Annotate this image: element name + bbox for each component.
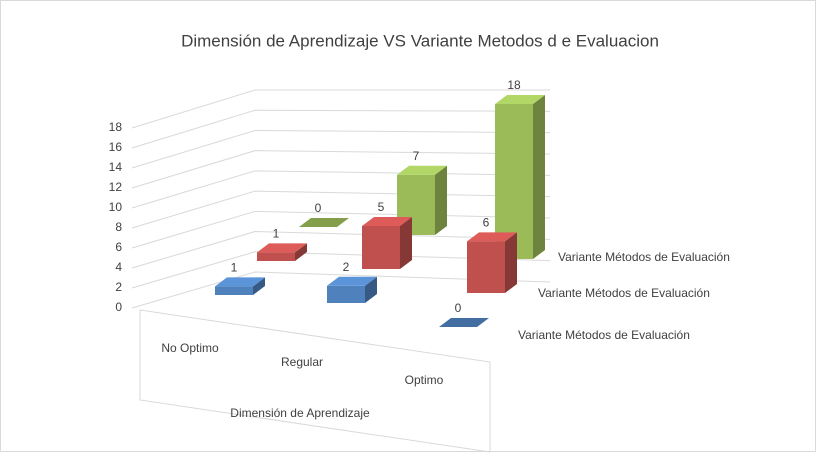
- bar-top: [299, 218, 349, 227]
- bar-side: [400, 216, 412, 269]
- y-tick-label: 8: [115, 220, 122, 234]
- y-tick-label: 12: [109, 180, 123, 194]
- y-tick-label: 0: [115, 300, 122, 314]
- x-tick-label: Optimo: [405, 373, 444, 387]
- data-label: 5: [378, 200, 385, 214]
- grid-line: [131, 231, 551, 269]
- bar-front: [327, 285, 365, 303]
- bar-top: [215, 277, 265, 287]
- y-tick-label: 6: [115, 240, 122, 254]
- y-tick-label: 10: [109, 200, 123, 214]
- grid-line: [131, 89, 550, 129]
- bar-front: [467, 241, 505, 293]
- bar-side: [505, 232, 517, 293]
- y-tick-label: 14: [109, 160, 123, 174]
- bar-side: [253, 277, 265, 295]
- bar-top: [439, 318, 489, 327]
- bar: [362, 216, 412, 269]
- bar-side: [435, 165, 447, 235]
- y-tick-label: 4: [115, 260, 122, 274]
- bar: [257, 243, 307, 261]
- bar-top: [495, 95, 545, 104]
- data-label: 18: [507, 78, 521, 92]
- walls: [131, 89, 551, 309]
- y-tick-label: 2: [115, 280, 122, 294]
- bar: [327, 276, 377, 303]
- bar-top: [467, 232, 517, 242]
- y-tick-label: 16: [109, 140, 123, 154]
- grid-line: [131, 170, 551, 209]
- bar: [299, 218, 349, 227]
- x-axis-label: Dimensión de Aprendizaje: [230, 406, 370, 420]
- data-label: 0: [315, 201, 322, 215]
- bar-top: [257, 243, 307, 253]
- x-tick-label: Regular: [281, 355, 323, 369]
- chart-title: Dimensión de Aprendizaje VS Variante Met…: [181, 31, 659, 50]
- bar-side: [365, 276, 377, 303]
- grid-line: [131, 210, 551, 249]
- floor-frame: [139, 310, 491, 453]
- bar-top: [362, 216, 412, 226]
- grid-line: [131, 271, 551, 309]
- bar: [439, 318, 489, 327]
- bar-top: [397, 165, 447, 175]
- x-tick-label: No Optimo: [161, 341, 219, 355]
- floor-edge: [139, 309, 491, 452]
- bar: [467, 232, 517, 293]
- bar: [215, 277, 265, 295]
- data-label: 1: [231, 261, 238, 275]
- data-label: 2: [343, 260, 350, 274]
- bar-side: [533, 95, 545, 259]
- legend-label: Variante Métodos de Evaluación: [518, 328, 690, 342]
- data-label: 6: [483, 216, 490, 230]
- bar-front: [215, 286, 253, 295]
- data-label: 7: [413, 149, 420, 163]
- grid-line: [131, 129, 551, 169]
- data-label: 1: [273, 227, 280, 241]
- y-tick-label: 18: [109, 120, 123, 134]
- bar-front: [257, 252, 295, 261]
- bar-top: [327, 276, 377, 286]
- legend-label: Variante Métodos de Evaluación: [558, 250, 730, 264]
- data-label: 0: [455, 301, 462, 315]
- legend-label: Variante Métodos de Evaluación: [538, 286, 710, 300]
- grid-line: [131, 190, 551, 229]
- grid-line: [131, 251, 551, 289]
- grid-line: [131, 150, 551, 189]
- grid-line: [131, 109, 551, 149]
- bar-side: [295, 243, 307, 261]
- bar-front: [362, 225, 400, 269]
